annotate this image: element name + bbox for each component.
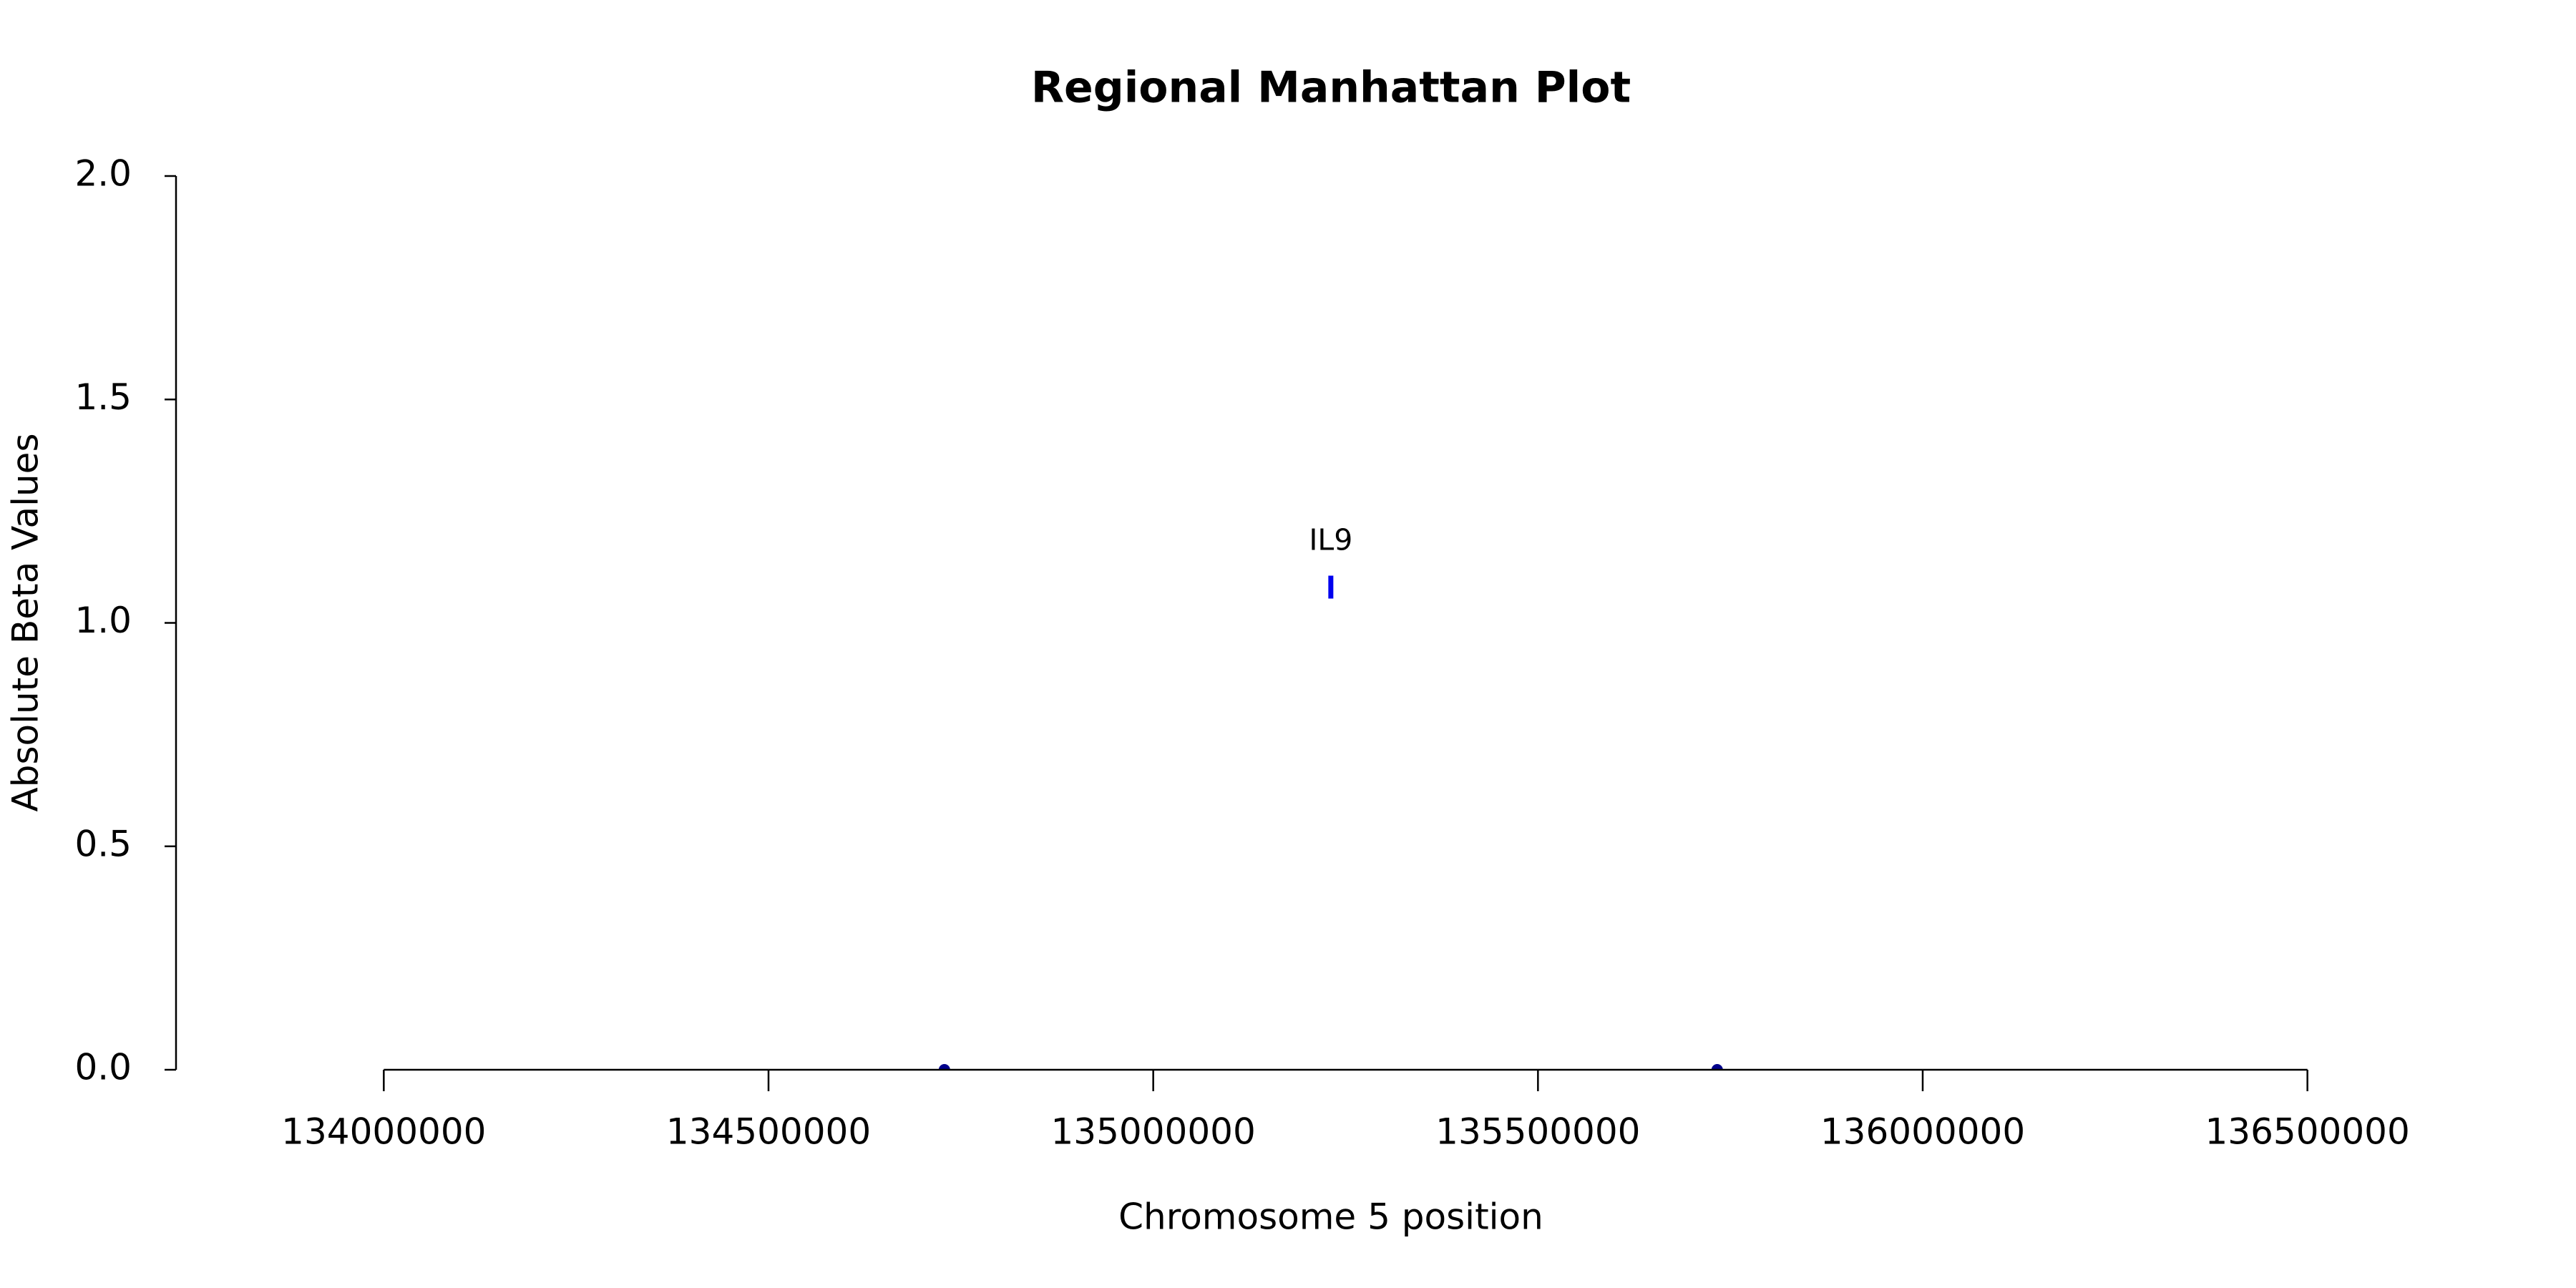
x-tick-label: 136000000 — [1820, 1111, 2025, 1153]
plot-area — [938, 575, 1723, 1070]
marker — [938, 1064, 950, 1070]
marker — [1711, 1064, 1723, 1070]
point-label: IL9 — [1309, 523, 1352, 557]
x-tick-label: 135500000 — [1435, 1111, 1640, 1153]
x-tick-label: 134000000 — [281, 1111, 486, 1153]
y-tick-label: 1.5 — [74, 376, 132, 418]
y-axis-label: Absolute Beta Values — [5, 434, 47, 812]
y-tick-label: 1.0 — [74, 600, 132, 641]
x-tick-label: 135000000 — [1051, 1111, 1256, 1153]
x-axis-label: Chromosome 5 position — [1118, 1196, 1543, 1238]
x-tick-label: 134500000 — [666, 1111, 871, 1153]
y-tick-label: 2.0 — [74, 153, 132, 195]
chart-title: Regional Manhattan Plot — [1031, 63, 1631, 113]
x-tick-label: 136500000 — [2205, 1111, 2410, 1153]
y-tick-label: 0.0 — [74, 1047, 132, 1088]
y-tick-label: 0.5 — [74, 823, 132, 864]
